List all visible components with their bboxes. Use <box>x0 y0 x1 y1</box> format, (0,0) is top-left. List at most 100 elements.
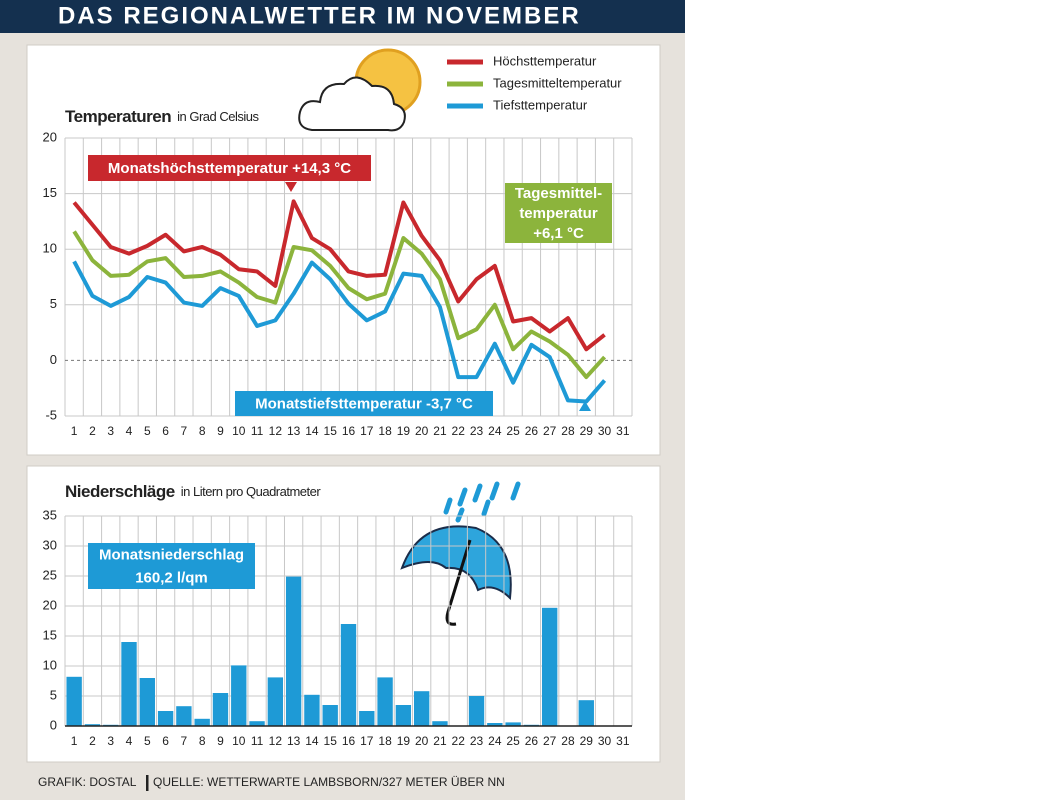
bar <box>468 696 485 726</box>
x-tick-label: 13 <box>287 734 301 748</box>
x-tick-label: 19 <box>397 734 411 748</box>
x-tick-label: 11 <box>251 734 264 748</box>
x-tick-label: 10 <box>232 424 246 438</box>
bar <box>578 700 594 726</box>
header-title: DAS REGIONALWETTER IM NOVEMBER <box>58 2 581 29</box>
y-tick-label: -5 <box>45 407 57 422</box>
bar <box>66 676 82 726</box>
annotation-pointer <box>579 401 591 411</box>
x-tick-label: 25 <box>506 734 520 748</box>
x-tick-label: 6 <box>162 424 169 438</box>
x-tick-label: 29 <box>580 734 594 748</box>
y-tick-label: 30 <box>43 537 57 552</box>
x-tick-label: 12 <box>269 734 283 748</box>
bar <box>359 711 375 726</box>
x-tick-label: 3 <box>107 424 114 438</box>
x-tick-label: 14 <box>305 734 319 748</box>
x-tick-label: 28 <box>561 734 575 748</box>
annotation-pointer <box>285 182 297 192</box>
x-tick-label: 9 <box>217 424 224 438</box>
bar <box>249 721 265 726</box>
x-tick-label: 29 <box>580 424 594 438</box>
x-tick-label: 8 <box>199 734 206 748</box>
x-tick-label: 1 <box>71 734 78 748</box>
bar <box>121 642 137 726</box>
chart-title: Niederschläge in Litern pro Quadratmeter <box>65 482 321 501</box>
bar <box>432 721 448 726</box>
y-tick-label: 0 <box>50 717 57 732</box>
bar <box>487 723 503 726</box>
x-tick-label: 19 <box>397 424 411 438</box>
x-tick-label: 15 <box>324 734 338 748</box>
x-tick-label: 27 <box>543 424 557 438</box>
chart-title: Temperaturen in Grad Celsius <box>65 107 259 126</box>
bar <box>231 665 247 726</box>
x-tick-label: 6 <box>162 734 169 748</box>
x-tick-label: 16 <box>342 734 356 748</box>
bar <box>84 724 101 726</box>
bar <box>157 711 174 726</box>
x-tick-label: 27 <box>543 734 557 748</box>
sun-cloud-icon <box>298 48 422 132</box>
x-tick-label: 26 <box>525 734 539 748</box>
x-tick-label: 1 <box>71 424 78 438</box>
x-tick-label: 22 <box>452 734 466 748</box>
title-main: Niederschläge <box>65 482 175 501</box>
x-tick-label: 5 <box>144 734 151 748</box>
bar <box>395 705 412 726</box>
legend-label: Tagesmitteltemperatur <box>493 75 622 90</box>
x-tick-label: 2 <box>89 424 96 438</box>
separator <box>146 775 149 791</box>
x-tick-label: 26 <box>525 424 539 438</box>
x-tick-label: 2 <box>89 734 96 748</box>
bar <box>176 706 192 726</box>
annotation-text: temperatur <box>519 205 598 222</box>
y-tick-label: 10 <box>43 241 57 256</box>
x-tick-label: 8 <box>199 424 206 438</box>
title-main: Temperaturen <box>65 107 171 126</box>
title-sub: in Litern pro Quadratmeter <box>181 484 322 499</box>
x-tick-label: 9 <box>217 734 224 748</box>
bar <box>194 718 210 726</box>
legend-label: Tiefsttemperatur <box>493 97 588 112</box>
x-tick-label: 17 <box>360 734 374 748</box>
annotation-box <box>88 155 371 181</box>
x-tick-label: 23 <box>470 424 484 438</box>
x-tick-label: 20 <box>415 424 429 438</box>
x-tick-label: 17 <box>360 424 374 438</box>
annotation-text: 160,2 l/qm <box>135 569 208 586</box>
title-sub: in Grad Celsius <box>177 109 259 124</box>
annotation-text: +6,1 °C <box>533 225 584 242</box>
annotation-box <box>235 391 493 416</box>
y-tick-label: 5 <box>50 296 57 311</box>
footer-credit: GRAFIK: DOSTAL <box>38 775 137 789</box>
y-tick-label: 25 <box>43 567 57 582</box>
annotation-text: Monatshöchsttemperatur +14,3 °C <box>108 160 351 177</box>
bar <box>413 691 430 726</box>
x-tick-label: 5 <box>144 424 151 438</box>
bar <box>505 722 521 726</box>
y-tick-label: 5 <box>50 687 57 702</box>
y-tick-label: 15 <box>43 185 57 200</box>
line-series <box>72 260 607 404</box>
bar <box>267 677 284 726</box>
x-tick-label: 21 <box>433 424 447 438</box>
x-tick-label: 14 <box>305 424 319 438</box>
annotation-text: Monatstiefsttemperatur -3,7 °C <box>255 395 473 412</box>
annotation-box <box>505 183 612 243</box>
bar <box>322 705 338 726</box>
x-tick-label: 10 <box>232 734 246 748</box>
x-tick-label: 4 <box>126 734 133 748</box>
x-tick-label: 12 <box>269 424 283 438</box>
x-tick-label: 11 <box>251 424 264 438</box>
x-tick-label: 3 <box>107 734 114 748</box>
annotation-box <box>88 543 255 589</box>
line-series <box>72 230 607 380</box>
bar <box>542 607 558 726</box>
x-tick-label: 18 <box>378 424 392 438</box>
legend-label: Höchsttemperatur <box>493 53 597 68</box>
footer-source: QUELLE: WETTERWARTE LAMBSBORN/327 METER … <box>153 775 505 789</box>
y-tick-label: 20 <box>43 129 57 144</box>
